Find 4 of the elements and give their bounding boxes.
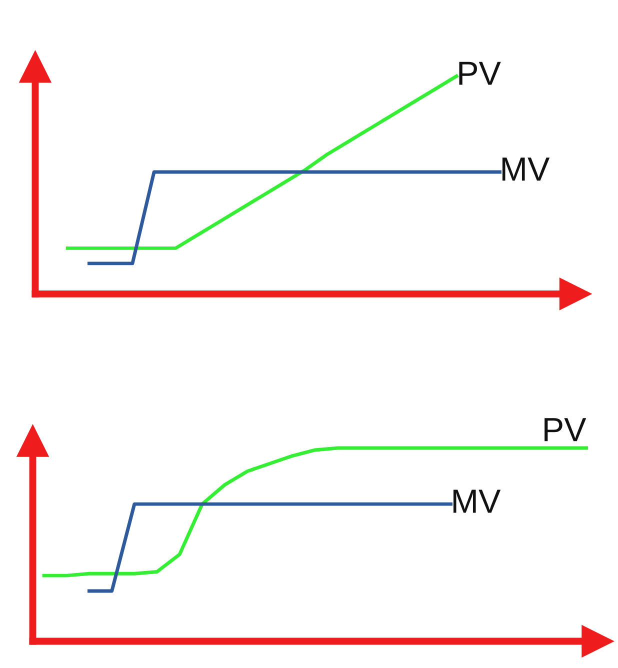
series-label: PV	[459, 62, 501, 85]
series-label: MV	[453, 490, 501, 513]
series-label: PV	[544, 418, 586, 442]
series-label: MV	[502, 158, 550, 181]
